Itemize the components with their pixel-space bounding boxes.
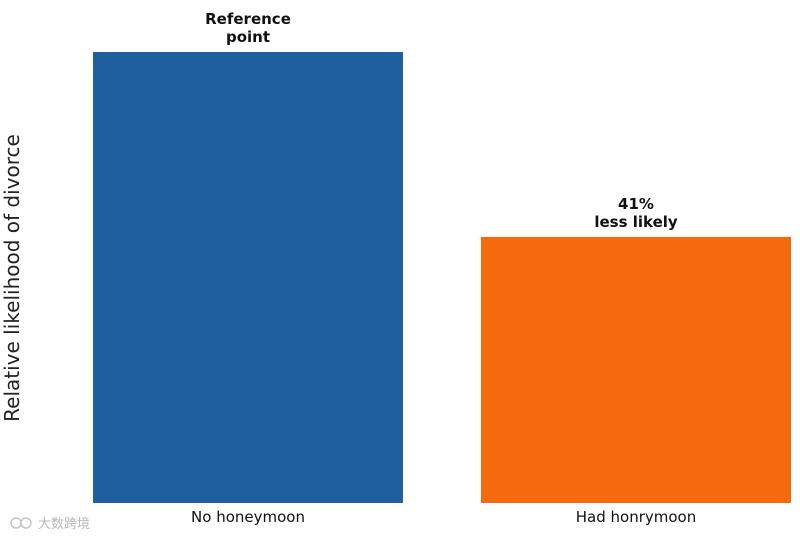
x-tick-label: No honeymoon: [191, 508, 305, 526]
annotations-group: Reference point 41% less likely: [205, 10, 678, 231]
bar-annotation-line: Reference: [205, 10, 291, 28]
x-tick-label: Had honrymoon: [576, 508, 696, 526]
bar-annotation-line: 41%: [618, 195, 654, 213]
bar-annotation-line: less likely: [594, 213, 678, 231]
watermark-text: 大数跨境: [38, 517, 90, 532]
y-axis-label: Relative likelihood of divorce: [0, 134, 24, 422]
x-tick-labels: No honeymoon Had honrymoon: [191, 508, 696, 526]
bar-0: [93, 52, 403, 503]
bar-1: [481, 236, 791, 503]
bar-annotation-1: 41% less likely: [594, 195, 678, 231]
bar-annotation-0: Reference point: [205, 10, 291, 46]
bars-group: [93, 52, 791, 503]
watermark-logo-icon: [10, 517, 32, 529]
bar-annotation-line: point: [226, 28, 270, 46]
watermark: 大数跨境: [10, 517, 90, 532]
